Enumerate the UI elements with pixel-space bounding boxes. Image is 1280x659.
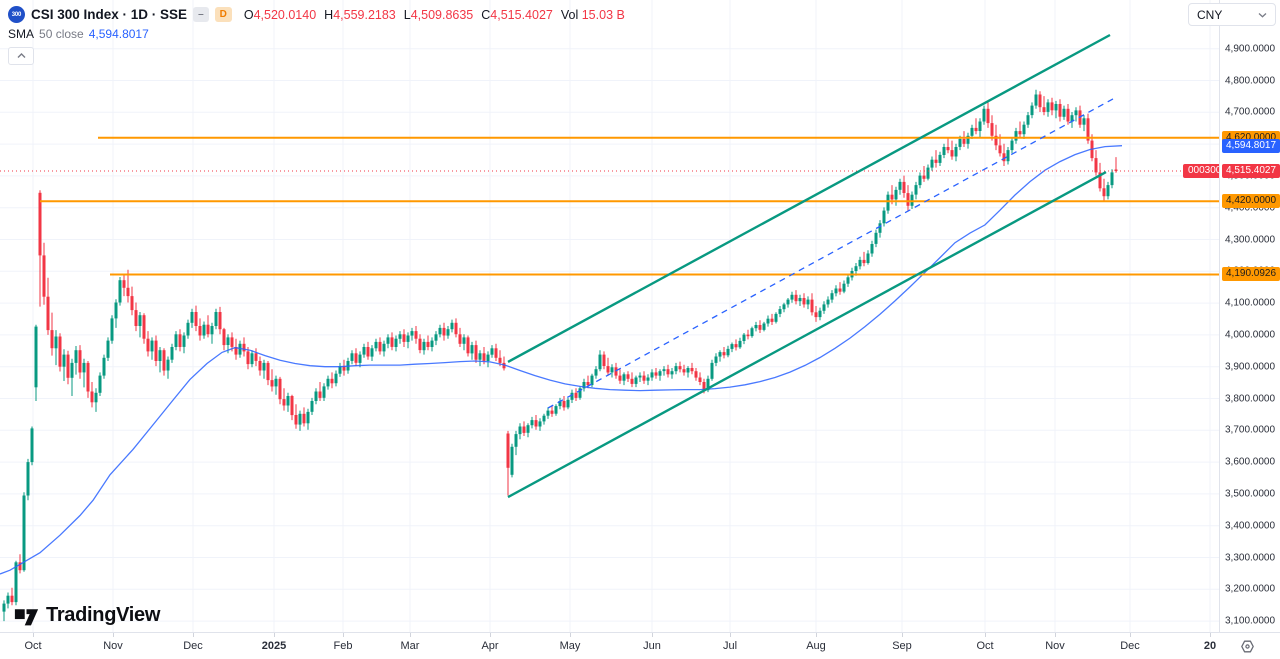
time-axis-label: Aug [806, 640, 826, 652]
time-axis-tick-mark [816, 633, 817, 637]
tradingview-watermark: TradingView [14, 603, 160, 628]
time-axis-label: Nov [103, 640, 123, 652]
time-axis-label: Dec [183, 640, 203, 652]
indicator-params: 50 close [39, 27, 84, 41]
chevron-down-icon [1258, 12, 1267, 18]
high-value: H4,559.2183 [324, 7, 396, 22]
ohlc-values-row: O4,520.0140 H4,559.2183 L4,509.8635 C4,5… [244, 8, 625, 22]
time-axis[interactable]: Oct Nov Dec 2025 Feb Mar Apr May Jun Jul Aug Sep Oct… [0, 632, 1280, 659]
last-price-badge: 4,515.4027 [1222, 164, 1280, 178]
price-axis-label: 4,000.0000 [1225, 329, 1276, 341]
price-axis-label: 4,800.0000 [1225, 75, 1276, 86]
price-axis-label: 4,900.0000 [1225, 43, 1276, 55]
close-value: C4,515.4027 [481, 7, 553, 22]
volume-value: Vol 15.03 B [560, 7, 625, 22]
channel-lower [507, 171, 1107, 499]
timezone-settings-icon[interactable] [1240, 639, 1255, 654]
price-axis[interactable]: 4,900.00004,800.00004,700.00004,600.0000… [1219, 0, 1280, 632]
time-axis-label: 20 [1203, 640, 1217, 652]
candles-series [2, 89, 1118, 622]
price-axis-label: 3,900.0000 [1225, 361, 1276, 373]
sma-price-badge: 4,594.8017 [1222, 138, 1280, 153]
time-axis-tick-mark [1055, 633, 1056, 637]
symbol-logo-icon[interactable]: 300 [8, 6, 25, 23]
chart-legend: 300 CSI 300 Index · 1D · SSE – D O4,520.… [8, 5, 625, 65]
price-axis-label: 3,300.0000 [1225, 552, 1276, 563]
time-axis-tick-mark [570, 633, 571, 637]
ray-price-badge: 4,190.0926 [1222, 267, 1280, 282]
channel-upper [507, 33, 1111, 363]
time-axis-tick-mark [274, 633, 275, 637]
horizontal-ray-lines[interactable] [40, 136, 1219, 276]
low-value: L4,509.8635 [403, 7, 474, 22]
indicator-legend-row[interactable]: SMA 50 close 4,594.8017 [8, 25, 625, 43]
indicator-value: 4,594.8017 [88, 27, 149, 41]
time-axis-label: Oct [24, 640, 42, 652]
time-axis-label: Jul [722, 640, 738, 652]
currency-label: CNY [1197, 7, 1223, 22]
time-axis-tick-mark [730, 633, 731, 637]
time-axis-tick-mark [652, 633, 653, 637]
tradingview-logo-icon [14, 609, 39, 626]
ticker-price-flag: 000300 [1183, 164, 1227, 178]
price-axis-label: 3,700.0000 [1225, 424, 1276, 436]
price-axis-label: 3,200.0000 [1225, 583, 1276, 595]
time-axis-label: Apr [481, 640, 499, 652]
legend-collapse-button[interactable] [8, 47, 34, 65]
time-axis-tick-mark [902, 633, 903, 637]
time-axis-label: Nov [1045, 640, 1065, 652]
interval-badge[interactable]: D [214, 7, 232, 22]
watermark-text: TradingView [46, 604, 161, 626]
time-axis-label: Oct [976, 640, 994, 652]
indicator-name: SMA [8, 27, 35, 41]
price-axis-label: 4,100.0000 [1225, 297, 1276, 309]
chart-plot-area[interactable]: 000300 TradingView 300 CSI 300 Index · 1… [0, 0, 1227, 632]
time-axis-label: Feb [333, 640, 353, 652]
time-axis-tick-mark [490, 633, 491, 637]
parallel-dashed [547, 98, 1114, 409]
time-axis-label: May [559, 640, 581, 652]
price-axis-label: 3,800.0000 [1225, 393, 1276, 404]
open-value: O4,520.0140 [243, 7, 317, 22]
trend-lines[interactable] [507, 33, 1114, 499]
time-axis-tick-mark [985, 633, 986, 637]
price-axis-label: 3,100.0000 [1225, 615, 1276, 627]
time-axis-label: 2025 [261, 640, 287, 652]
time-axis-tick-mark [1210, 633, 1211, 637]
time-axis-tick-mark [33, 633, 34, 637]
time-axis-tick-mark [343, 633, 344, 637]
price-axis-label: 3,400.0000 [1225, 520, 1276, 532]
time-axis-label: Sep [892, 640, 912, 652]
price-axis-label: 4,300.0000 [1225, 234, 1276, 245]
time-axis-label: Jun [643, 640, 661, 652]
ray-price-badge: 4,420.0000 [1222, 194, 1280, 209]
symbol-title[interactable]: CSI 300 Index · 1D · SSE [31, 7, 188, 22]
price-axis-label: 4,700.0000 [1225, 106, 1276, 118]
price-axis-label: 3,500.0000 [1225, 488, 1276, 500]
currency-selector-button[interactable]: CNY [1188, 3, 1276, 26]
time-axis-tick-mark [193, 633, 194, 637]
sma50-line[interactable] [0, 145, 1123, 575]
time-axis-label: Mar [400, 640, 420, 652]
candlestick-chart[interactable] [0, 0, 1219, 632]
time-axis-label: Dec [1120, 640, 1140, 652]
time-axis-tick-mark [1130, 633, 1131, 637]
time-axis-tick-mark [410, 633, 411, 637]
time-axis-tick-mark [113, 633, 114, 637]
chevron-up-icon [17, 53, 25, 58]
price-axis-label: 3,600.0000 [1225, 456, 1276, 468]
legend-flat-badge[interactable]: – [193, 7, 209, 22]
symbol-legend-row: 300 CSI 300 Index · 1D · SSE – D O4,520.… [8, 5, 625, 24]
